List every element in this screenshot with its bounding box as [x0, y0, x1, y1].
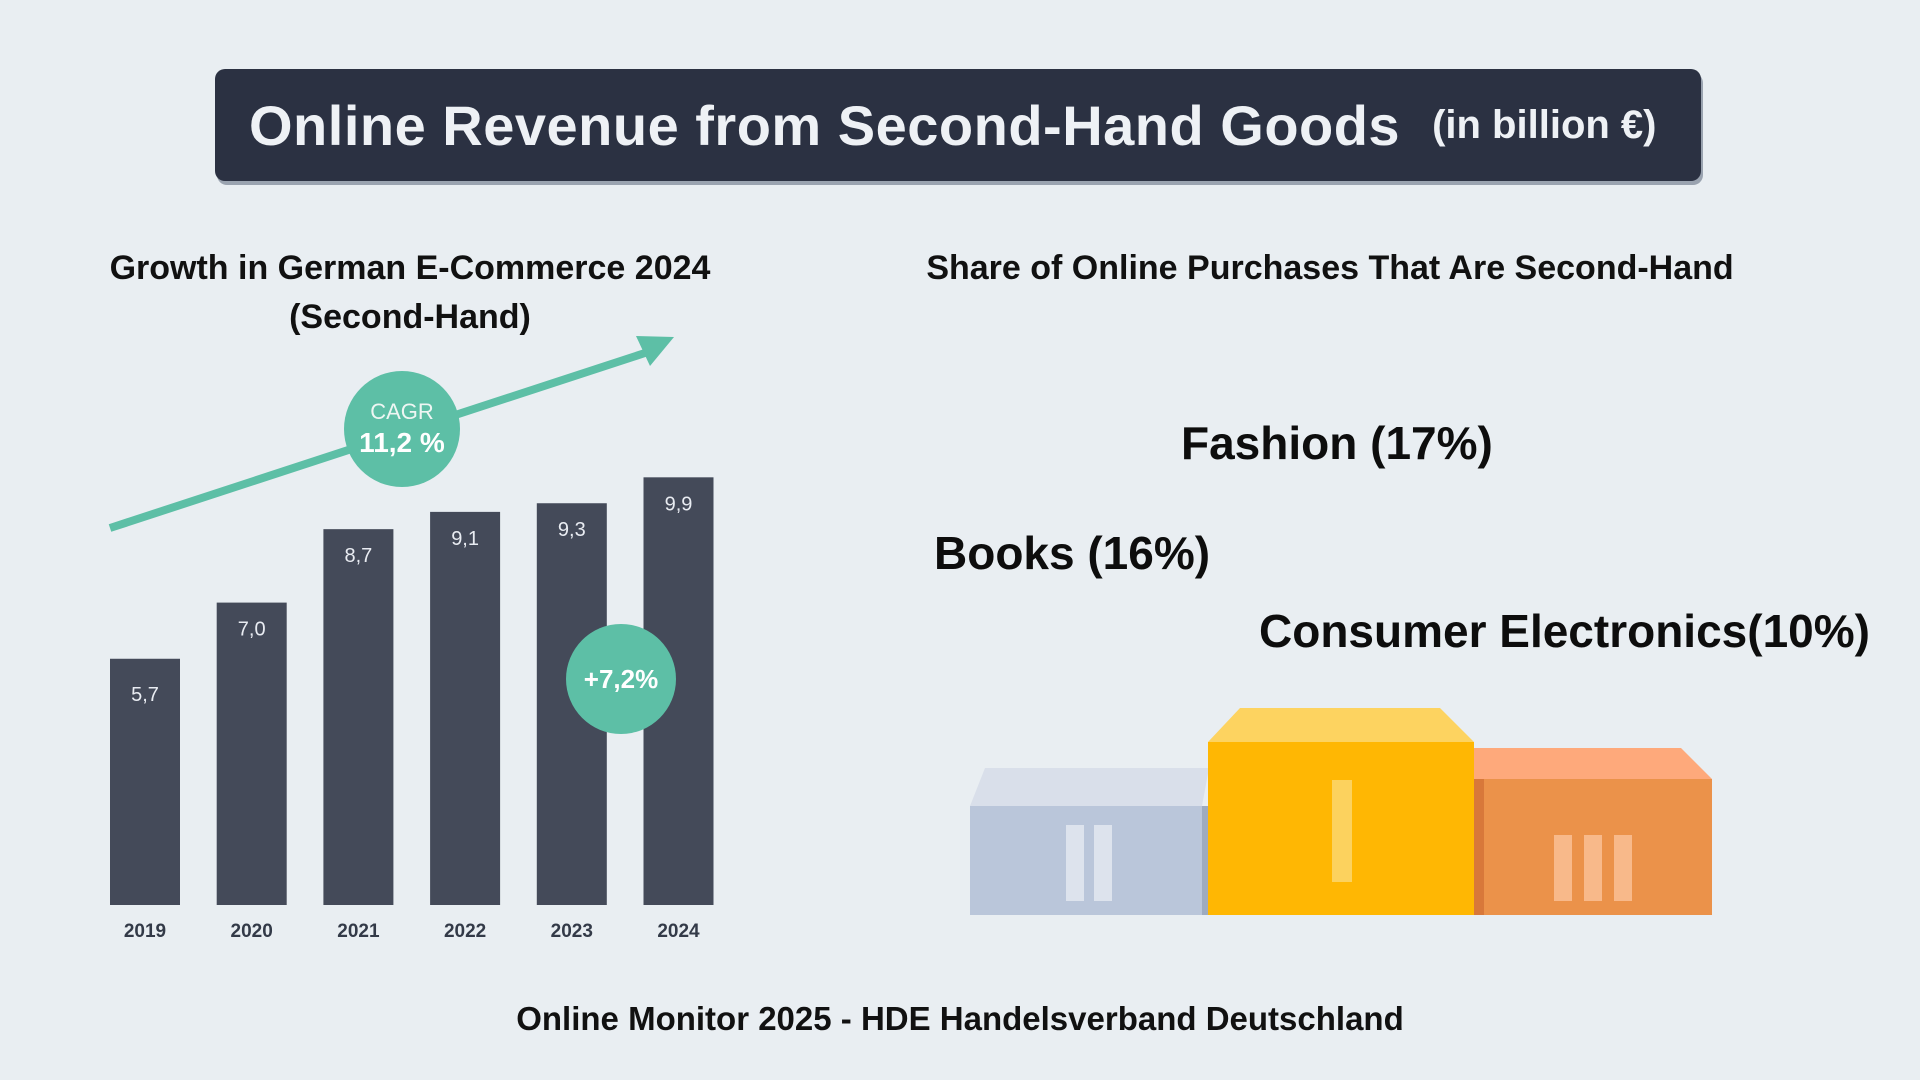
x-tick-label: 2019 [124, 921, 166, 942]
page-title: Online Revenue from Second-Hand Goods [249, 93, 1401, 157]
growth-badge: +7,2% [566, 624, 676, 734]
cagr-value: 11,2 % [359, 427, 445, 458]
podium-label-second: Books (16%) [934, 527, 1211, 579]
bar-value-label: 9,1 [451, 528, 479, 550]
x-tick-label: 2021 [337, 921, 380, 942]
podium [970, 708, 1712, 915]
bar-2019 [110, 658, 180, 905]
cagr-label: CAGR [370, 399, 434, 424]
podium-subtitle: Share of Online Purchases That Are Secon… [926, 249, 1734, 287]
podium-third-place [1474, 748, 1712, 915]
cagr-badge: CAGR 11,2 % [344, 371, 460, 487]
x-tick-label: 2024 [657, 921, 700, 942]
bar-chart: 5,7 2019 7,0 2020 8,7 2021 9,1 2022 9,3 2023 9,9 20… [108, 336, 714, 942]
bar-value-label: 9,9 [665, 493, 693, 515]
bar-value-label: 9,3 [558, 519, 586, 541]
podium-label-third: Consumer Electronics(10%) [1259, 605, 1870, 657]
bar-value-label: 5,7 [131, 684, 159, 706]
source-note: Online Monitor 2025 - HDE Handelsverband… [516, 1000, 1404, 1037]
bar-2021 [323, 529, 394, 905]
bar-value-label: 7,0 [238, 619, 266, 641]
podium-first-place [1208, 708, 1474, 915]
x-tick-label: 2022 [444, 921, 486, 942]
title-unit: (in billion €) [1432, 102, 1657, 147]
podium-label-first: Fashion (17%) [1181, 417, 1493, 469]
title-banner: Online Revenue from Second-Hand Goods (i… [215, 69, 1701, 181]
bar-2022 [430, 511, 501, 905]
podium-second-place [970, 768, 1211, 915]
cagr-arrow-head [636, 336, 674, 366]
growth-badge-value: +7,2% [584, 664, 658, 694]
bar-chart-subtitle: Growth in German E-Commerce 2024 (Second… [109, 249, 711, 336]
bar-value-label: 8,7 [344, 545, 372, 567]
bar-2020 [216, 602, 287, 905]
x-tick-label: 2023 [551, 921, 593, 942]
x-tick-label: 2020 [231, 921, 273, 942]
